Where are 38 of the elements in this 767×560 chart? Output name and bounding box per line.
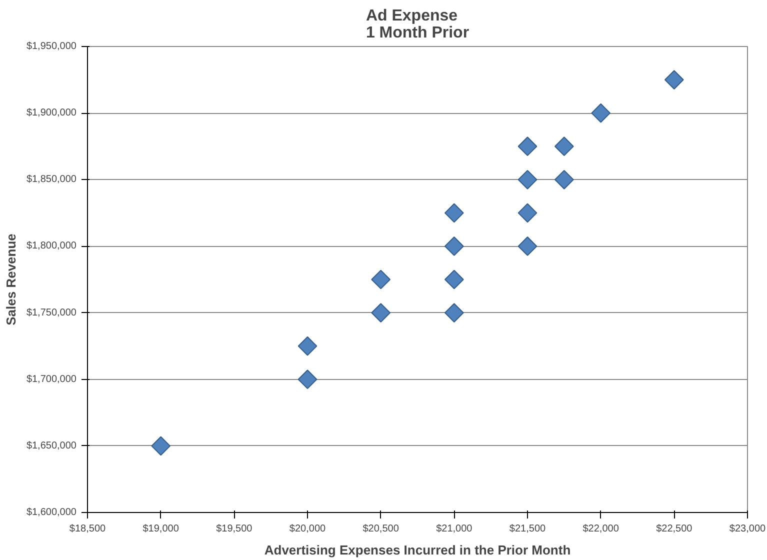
point [444,203,464,223]
y-tick-label: $1,600,000 [26,507,77,518]
point [444,303,464,322]
point [518,136,538,156]
point [554,170,574,190]
x-tick-label: $21,000 [436,524,473,534]
x-tick-label: $21,500 [509,524,546,534]
x-tick-label: $23,000 [729,524,766,534]
point [518,236,538,256]
point [298,336,318,356]
x-tick-label: $20,000 [289,524,326,534]
x-tick-label: $20,500 [362,524,400,534]
y-axis-title: Sales Revenue [3,234,18,326]
x-tick-label: $19,500 [216,524,253,534]
point [371,270,391,290]
point [298,370,318,390]
point [151,436,171,456]
y-tick-label: $1,750,000 [26,307,77,318]
y-tick-label: $1,700,000 [26,374,77,385]
point [444,270,464,290]
y-tick-label: $1,800,000 [26,240,77,252]
point [664,70,684,90]
x-tick-label: $22,000 [582,524,620,534]
x-axis-title: Advertising Expenses Incurred in the Prior Month [264,542,571,558]
point [518,203,538,223]
x-tick-label: $19,000 [142,524,180,534]
point [444,236,464,256]
y-tick-label: $1,950,000 [26,41,77,52]
y-tick-label: $1,850,000 [26,174,77,186]
chart-title: Ad Expense 1 Month Prior [366,8,470,42]
x-tick-label: $18,500 [69,524,106,534]
x-tick-label: $22,500 [656,524,693,534]
point [591,103,611,123]
point [518,170,538,190]
y-tick-label: $1,650,000 [26,440,77,452]
point [371,303,391,322]
point [554,136,574,156]
y-tick-label: $1,900,000 [26,108,77,119]
